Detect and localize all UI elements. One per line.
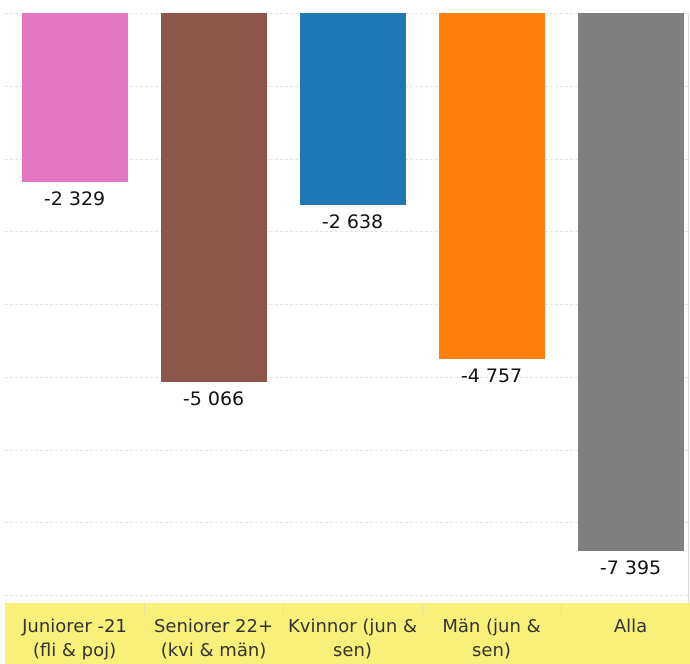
value-label: -2 329 [43,188,106,211]
x-tick-label: Män (jun & sen) [442,616,541,661]
x-tick-label: Alla [613,616,648,637]
right-border [688,13,689,603]
bar [299,13,406,205]
bar [21,13,128,183]
x-tick-label: Juniorer -21 (fli & poj) [22,616,127,661]
value-label: -7 395 [599,556,662,579]
bar [577,13,684,551]
grid-line [5,304,688,305]
band-separator [144,603,145,615]
band-separator [283,603,284,615]
value-label: -5 066 [182,387,245,410]
grid-line [5,522,688,524]
band-separator [561,603,562,615]
band-separator [422,603,423,615]
x-tick-label: Kvinnor (jun & sen) [287,616,417,661]
grid-line [5,376,688,378]
value-label: -2 638 [321,210,384,233]
grid-line [5,595,688,596]
x-tick-label: Seniorer 22+ (kvi & män) [153,616,274,661]
value-label: -4 757 [460,365,523,388]
axis-strip [5,603,690,664]
bar [160,13,267,382]
bar [438,13,545,360]
grid-line [5,231,688,233]
grid-line [5,449,688,451]
